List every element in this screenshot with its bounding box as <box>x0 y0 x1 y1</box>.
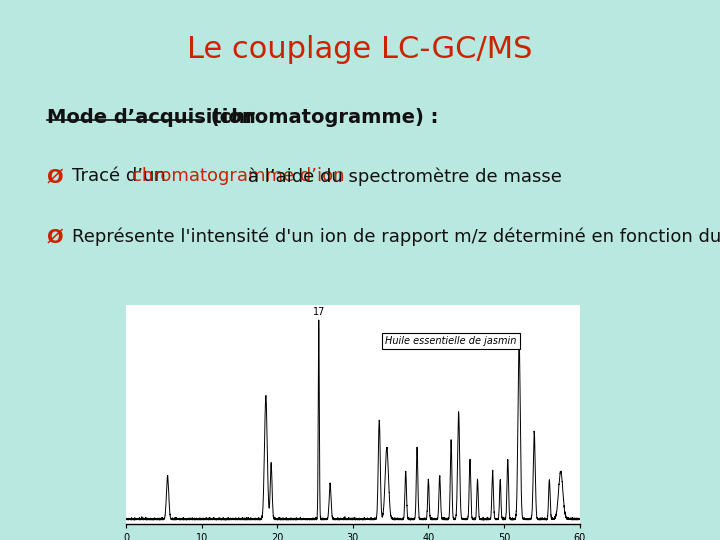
Text: à l’aide du spectromètre de masse: à l’aide du spectromètre de masse <box>242 167 562 186</box>
Text: Tracé d’un: Tracé d’un <box>72 167 171 185</box>
Text: Mode d’acquisition: Mode d’acquisition <box>47 108 256 127</box>
Text: Ø: Ø <box>47 167 63 186</box>
Text: Ø: Ø <box>47 228 63 247</box>
Text: 17: 17 <box>312 307 325 317</box>
Text: chromatogramme d’ion: chromatogramme d’ion <box>132 167 345 185</box>
Text: Représente l'intensité d'un ion de rapport m/z déterminé en fonction du temps: Représente l'intensité d'un ion de rappo… <box>72 228 720 246</box>
Text: (chromatogramme) :: (chromatogramme) : <box>204 108 438 127</box>
Text: Le couplage LC-GC/MS: Le couplage LC-GC/MS <box>187 35 533 64</box>
Text: Huile essentielle de jasmin: Huile essentielle de jasmin <box>385 336 517 346</box>
